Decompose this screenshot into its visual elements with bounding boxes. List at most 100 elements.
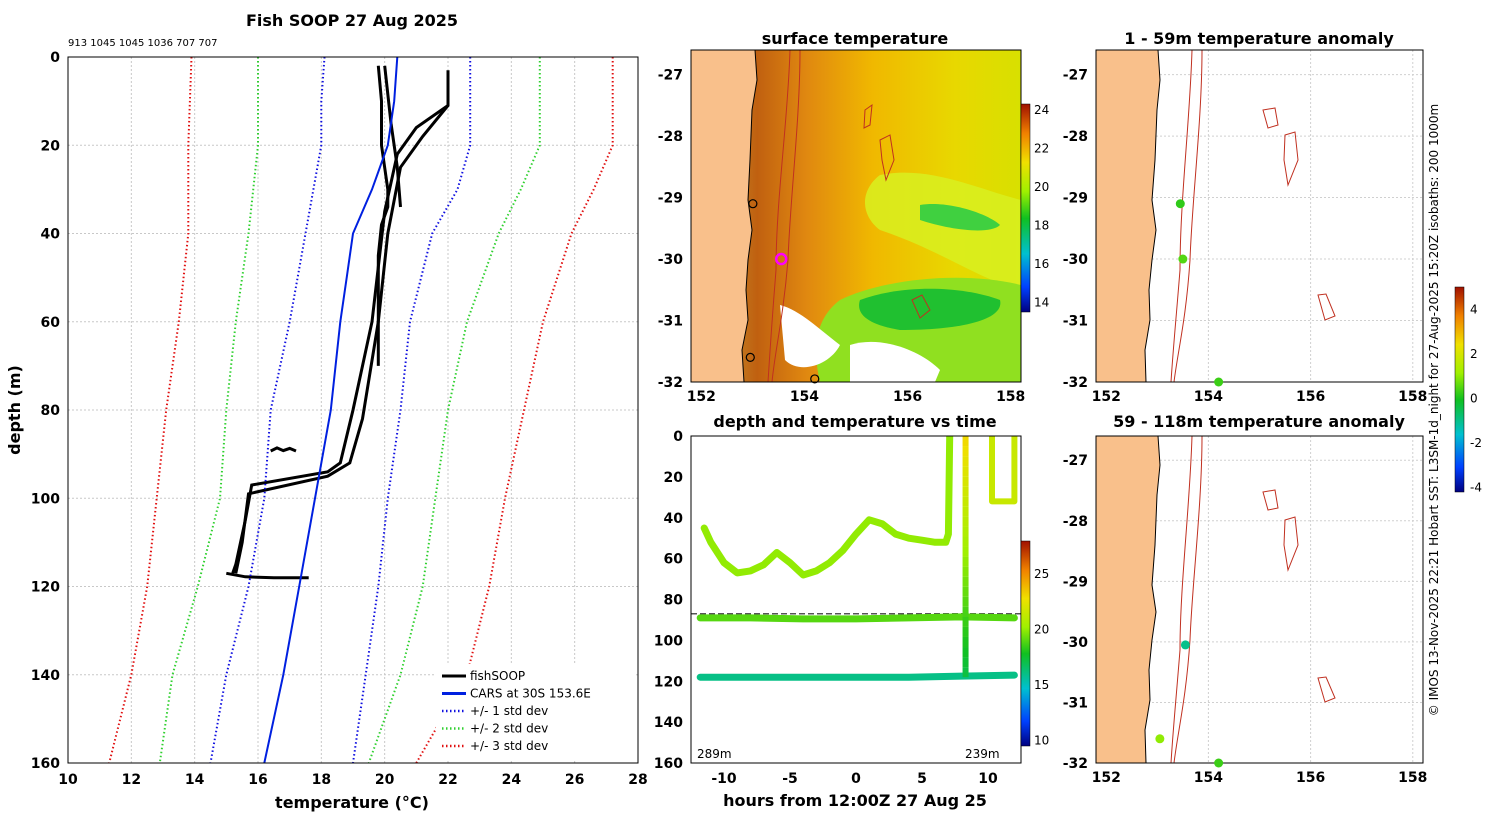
anomaly-shallow-ticks: 152 154 156 158 -27 -28 -29 -30 -31 -32 [1063, 68, 1428, 405]
series-line [270, 446, 297, 453]
anomaly-shallow-frame [1095, 49, 1424, 383]
y-tick-label: 160 [31, 756, 60, 772]
timeseries-colorbar-ticks: 10 15 20 25 [1034, 567, 1049, 747]
profile-ticks: 10 12 14 16 18 20 22 24 26 28 0 20 40 60 80 100 120 140 16… [31, 50, 648, 788]
x-tick-label: 26 [565, 772, 584, 788]
y-tick-label: 60 [41, 315, 61, 331]
y-tick-label: -32 [1063, 375, 1088, 391]
colorbar-tick-label: 18 [1034, 218, 1049, 232]
anomaly-deep-seamount-3 [1317, 676, 1336, 703]
colorbar-tick-label: 24 [1034, 103, 1049, 117]
profile-lines [108, 56, 614, 764]
x-tick-label: 156 [893, 389, 922, 405]
sst-colorbar [1020, 103, 1031, 313]
x-tick-label: 24 [502, 772, 522, 788]
series-line [415, 57, 614, 764]
y-tick-label: -32 [658, 375, 683, 391]
colorbar-tick-label: 20 [1034, 623, 1049, 637]
sst-panel: surface temperature 152 154 156 158 -27 -28 -2… [658, 29, 1050, 405]
x-tick-label: 0 [851, 771, 861, 787]
sst-seamount-1 [863, 103, 873, 129]
colorbar-tick-label: 0 [1470, 391, 1478, 405]
anomaly-deep-seamount-1 [1262, 489, 1279, 511]
station-marker [745, 352, 755, 363]
y-tick-label: -30 [1063, 252, 1089, 268]
y-tick-label: -28 [1063, 514, 1088, 530]
profile-panel: Fish SOOP 27 Aug 2025 913 1045 1045 1036… [5, 11, 648, 812]
anomaly-shallow-seamount-1 [1262, 107, 1279, 129]
colorbar-tick-label: 22 [1034, 141, 1049, 155]
x-tick-label: 10 [58, 772, 78, 788]
timeseries-xlabel: hours from 12:00Z 27 Aug 25 [723, 791, 987, 810]
sst-cool-band [865, 172, 1021, 290]
y-tick-label: 40 [41, 227, 61, 243]
series-line [263, 56, 399, 764]
colorbar-tick-label: 25 [1034, 567, 1049, 581]
x-tick-label: 12 [122, 772, 141, 788]
annotation-left: 289m [697, 747, 732, 761]
sst-seamount-2 [879, 134, 895, 182]
sst-green-patch-2 [920, 204, 1000, 231]
colorbar-tick-label: 15 [1034, 678, 1049, 692]
profile-counts: 913 1045 1045 1036 707 707 [68, 38, 218, 49]
legend-label: fishSOOP [470, 669, 525, 683]
x-tick-label: 5 [917, 771, 927, 787]
anomaly-colorbar-ticks: -4 -2 0 2 4 [1470, 302, 1482, 494]
anomaly-shallow-panel: 1 - 59m temperature anomaly 152 154 156 158… [1063, 29, 1482, 495]
x-tick-label: 28 [628, 772, 647, 788]
x-tick-label: 156 [1296, 389, 1325, 405]
station-marker [810, 374, 820, 384]
sst-colorbar-ticks: 14 16 18 20 22 24 [1034, 103, 1049, 310]
sst-land [691, 50, 758, 382]
x-tick-label: 152 [687, 389, 716, 405]
sst-map [691, 50, 1021, 382]
anomaly-shallow-seamount-2 [1283, 131, 1299, 187]
colorbar-tick-label: 16 [1034, 257, 1049, 271]
timeseries-marks [691, 436, 1021, 681]
timeseries-frame [690, 435, 1022, 764]
series-line [352, 57, 472, 764]
anomaly-point [1178, 254, 1188, 264]
sensor-track [696, 671, 1018, 681]
x-tick-label: 18 [312, 772, 331, 788]
anomaly-shallow-land [1096, 50, 1161, 382]
station-marker [748, 199, 758, 209]
series-line [367, 57, 541, 764]
x-tick-label: 154 [790, 389, 819, 405]
y-tick-label: -30 [1063, 635, 1089, 651]
colorbar-tick-label: -4 [1470, 481, 1482, 495]
legend-label: +/- 3 std dev [470, 739, 548, 753]
y-tick-label: 0 [50, 50, 60, 66]
sensor-track [989, 436, 1018, 505]
y-tick-label: 100 [654, 633, 683, 649]
legend-label: CARS at 30S 153.6E [470, 687, 591, 701]
anomaly-point [1214, 377, 1224, 387]
sst-seamount-3 [911, 294, 931, 319]
x-tick-label: 158 [1398, 389, 1427, 405]
anomaly-point [1155, 734, 1165, 744]
legend-label: +/- 2 std dev [470, 722, 548, 736]
y-tick-label: -29 [1063, 574, 1088, 590]
current-position-marker [774, 252, 788, 266]
x-tick-label: 14 [185, 772, 205, 788]
anomaly-deep-land [1096, 436, 1161, 763]
anomaly-colorbar [1454, 286, 1465, 493]
credit-text: © IMOS 13-Nov-2025 22:21 Hobart SST: L3S… [1427, 104, 1441, 716]
x-tick-label: 10 [978, 771, 998, 787]
y-tick-label: 20 [41, 138, 61, 154]
series-line [383, 65, 402, 208]
y-tick-label: 80 [41, 403, 61, 419]
sensor-track [700, 436, 954, 579]
anomaly-deep-frame [1095, 435, 1424, 764]
timeseries-title: depth and temperature vs time [713, 412, 996, 431]
y-tick-label: -27 [1063, 68, 1088, 84]
x-tick-label: 154 [1194, 389, 1223, 405]
sst-cloud-gap-2 [850, 341, 940, 382]
colorbar-tick-label: 2 [1470, 347, 1478, 361]
anomaly-shallow-isobath-1000 [1173, 50, 1203, 382]
profile-xlabel: temperature (°C) [275, 793, 429, 812]
y-tick-label: -29 [658, 191, 683, 207]
colorbar-tick-label: 10 [1034, 733, 1049, 747]
